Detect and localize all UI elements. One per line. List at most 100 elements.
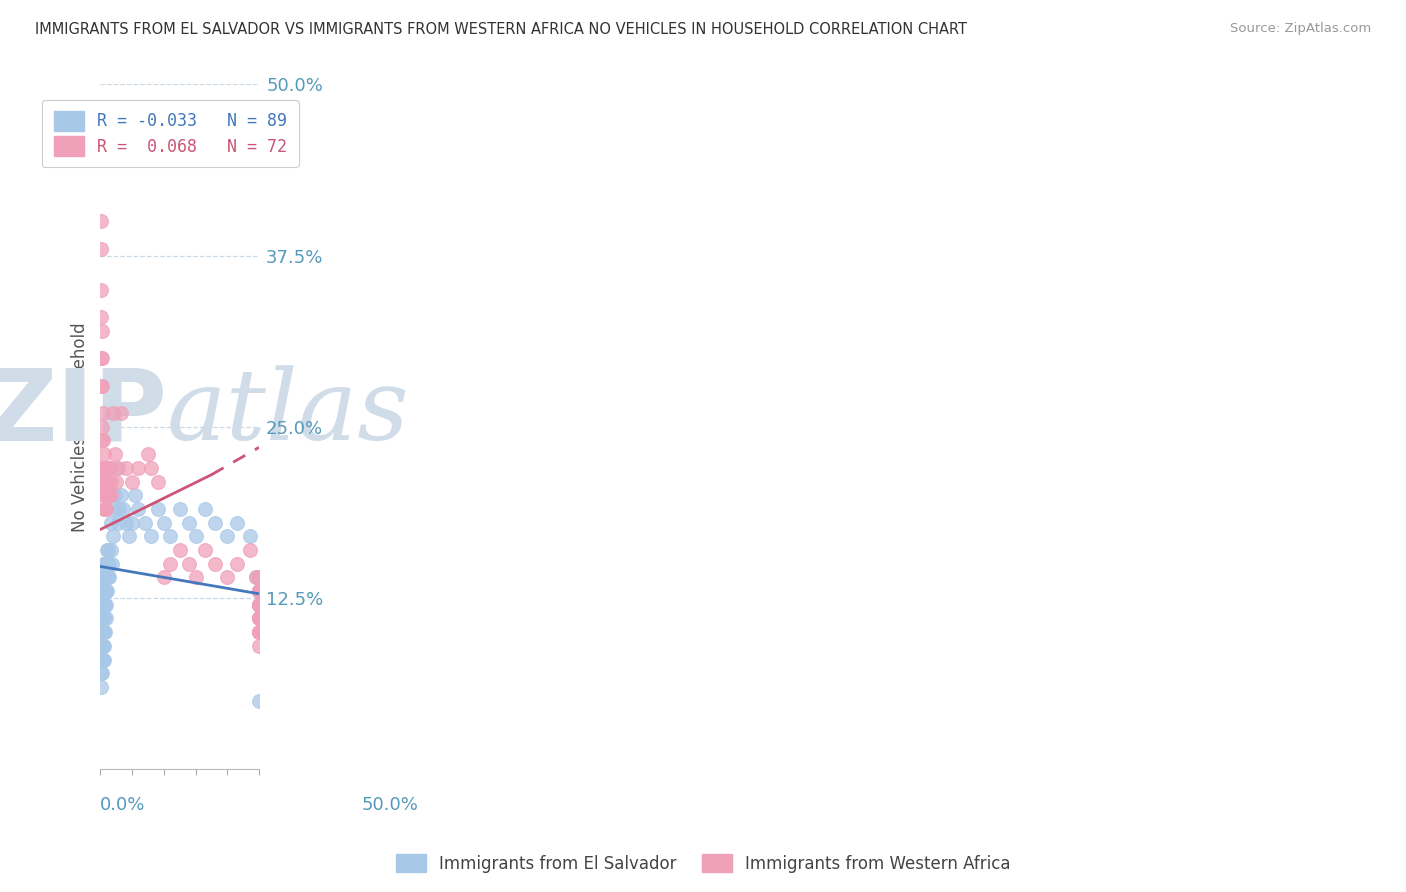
Point: [91, 598, 114, 612]
Point: [91, 406, 114, 420]
Point: [94, 502, 117, 516]
Point: [96, 570, 118, 584]
Point: [121, 516, 143, 530]
Point: [100, 488, 122, 502]
Point: [93, 570, 115, 584]
Point: [247, 584, 270, 599]
Point: [141, 460, 163, 475]
Point: [179, 516, 201, 530]
Point: [91, 351, 114, 366]
Point: [114, 460, 136, 475]
Point: [93, 570, 115, 584]
Point: [93, 488, 115, 502]
Point: [90, 639, 112, 653]
Point: [247, 584, 270, 599]
Point: [146, 502, 169, 516]
Point: [91, 584, 114, 599]
Point: [169, 543, 191, 558]
Point: [159, 529, 181, 543]
Point: [146, 475, 169, 489]
Point: [184, 570, 207, 584]
Point: [204, 516, 226, 530]
Point: [90, 214, 112, 228]
Point: [93, 625, 115, 640]
Point: [91, 378, 114, 392]
Point: [93, 584, 115, 599]
Text: 0.0%: 0.0%: [100, 797, 146, 814]
Point: [169, 502, 191, 516]
Text: ZIP: ZIP: [0, 365, 167, 461]
Legend: Immigrants from El Salvador, Immigrants from Western Africa: Immigrants from El Salvador, Immigrants …: [389, 847, 1017, 880]
Point: [90, 324, 112, 338]
Point: [93, 502, 115, 516]
Point: [110, 406, 132, 420]
Point: [153, 570, 176, 584]
Point: [194, 543, 217, 558]
Point: [96, 488, 118, 502]
Point: [91, 434, 114, 448]
Point: [98, 460, 121, 475]
Point: [91, 611, 114, 625]
Point: [93, 639, 115, 653]
Point: [90, 666, 112, 681]
Point: [245, 570, 267, 584]
Text: IMMIGRANTS FROM EL SALVADOR VS IMMIGRANTS FROM WESTERN AFRICA NO VEHICLES IN HOU: IMMIGRANTS FROM EL SALVADOR VS IMMIGRANT…: [35, 22, 967, 37]
Point: [90, 351, 112, 366]
Point: [108, 502, 131, 516]
Point: [90, 652, 112, 666]
Point: [94, 598, 117, 612]
Point: [114, 516, 136, 530]
Point: [127, 502, 149, 516]
Point: [93, 460, 115, 475]
Point: [96, 557, 118, 571]
Point: [90, 584, 112, 599]
Point: [184, 529, 207, 543]
Point: [91, 557, 114, 571]
Point: [94, 557, 117, 571]
Point: [91, 639, 114, 653]
Point: [97, 570, 120, 584]
Point: [91, 625, 114, 640]
Y-axis label: No Vehicles in Household: No Vehicles in Household: [72, 322, 89, 532]
Point: [247, 625, 270, 640]
Point: [217, 570, 239, 584]
Point: [91, 488, 114, 502]
Point: [96, 543, 118, 558]
Point: [247, 584, 270, 599]
Point: [91, 460, 114, 475]
Point: [94, 460, 117, 475]
Point: [247, 584, 270, 599]
Point: [101, 557, 124, 571]
Point: [159, 557, 181, 571]
Point: [110, 488, 132, 502]
Point: [239, 543, 262, 558]
Point: [93, 652, 115, 666]
Point: [217, 529, 239, 543]
Point: [94, 570, 117, 584]
Point: [90, 625, 112, 640]
Point: [97, 460, 120, 475]
Text: Source: ZipAtlas.com: Source: ZipAtlas.com: [1230, 22, 1371, 36]
Point: [101, 529, 124, 543]
Point: [94, 475, 117, 489]
Point: [100, 516, 122, 530]
Point: [90, 652, 112, 666]
Point: [91, 475, 114, 489]
Point: [247, 570, 270, 584]
Point: [94, 584, 117, 599]
Point: [247, 584, 270, 599]
Point: [90, 598, 112, 612]
Point: [93, 611, 115, 625]
Point: [247, 639, 270, 653]
Point: [247, 570, 270, 584]
Point: [94, 598, 117, 612]
Point: [247, 598, 270, 612]
Point: [247, 598, 270, 612]
Point: [91, 460, 114, 475]
Point: [90, 419, 112, 434]
Point: [96, 460, 118, 475]
Point: [247, 598, 270, 612]
Point: [247, 611, 270, 625]
Point: [100, 475, 122, 489]
Point: [90, 283, 112, 297]
